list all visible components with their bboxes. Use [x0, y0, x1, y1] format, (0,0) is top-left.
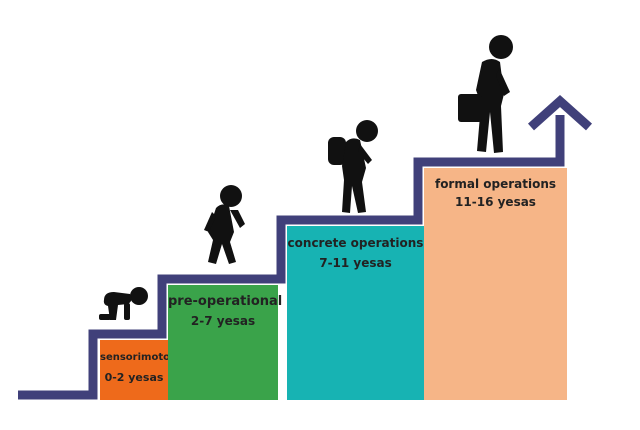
- stage-box-concrete: concrete operations 7-11 yesas: [287, 226, 424, 400]
- stage-name-concrete: concrete operations: [287, 236, 424, 250]
- stage-box-preoperational: pre-operational 2-7 yesas: [168, 285, 283, 400]
- stage-ages-formal: 11-16 yesas: [455, 195, 536, 209]
- up-arrow-icon: [527, 94, 593, 131]
- stage-ages-sensorimotor: 0-2 yesas: [104, 371, 164, 384]
- crawling-baby-icon: [99, 287, 148, 320]
- staircase-line: [18, 115, 565, 400]
- student-backpack-icon: [328, 120, 378, 213]
- stage-name-formal: formal operations: [434, 177, 557, 191]
- stage-name-sensorimotor: sensorimotor: [100, 352, 175, 363]
- stage-name-preoperational: pre-operational: [168, 294, 283, 309]
- adult-briefcase-icon: [458, 35, 513, 153]
- stage-box-formal: formal operations 11-16 yesas: [424, 168, 567, 400]
- stage-ages-preoperational: 2-7 yesas: [190, 314, 256, 328]
- walking-child-icon: [204, 185, 245, 264]
- stage-ages-concrete: 7-11 yesas: [319, 256, 392, 270]
- stage-box-sensorimotor: sensorimotor 0-2 yesas: [100, 340, 175, 400]
